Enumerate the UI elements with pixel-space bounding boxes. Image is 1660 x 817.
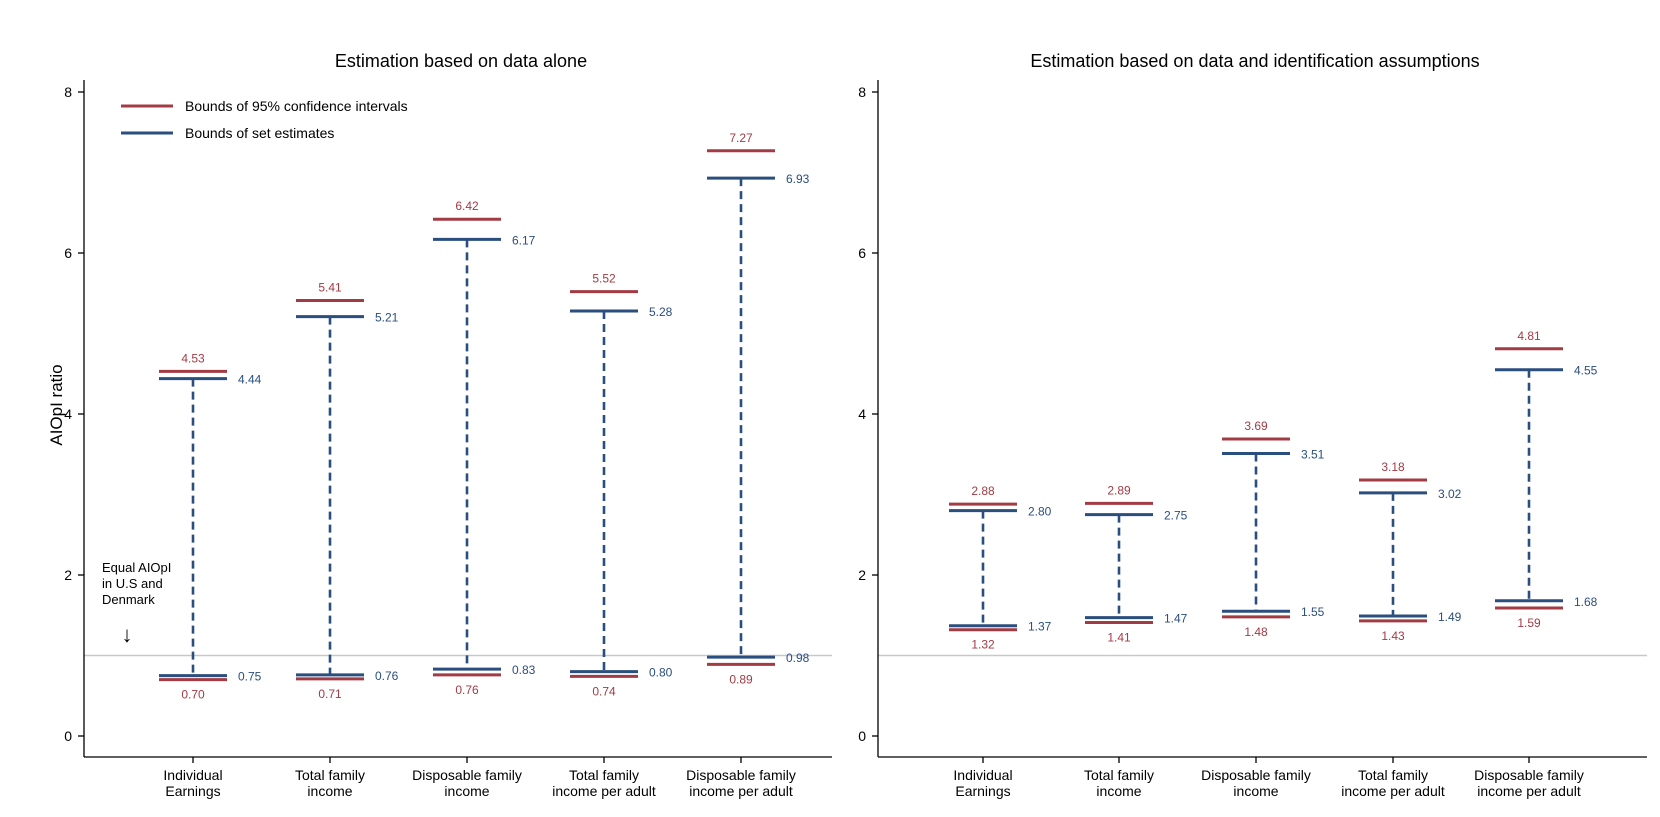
legend-ci-label: Bounds of 95% confidence intervals: [185, 98, 408, 114]
x-tick-label: Total family: [1358, 767, 1428, 783]
x-tick-label: Total family: [295, 767, 365, 783]
x-tick-label: income: [307, 783, 352, 799]
annotation-line-2: in U.S and: [102, 576, 163, 591]
ci-upper-label: 4.53: [181, 351, 205, 365]
x-tick-label: income: [1096, 783, 1141, 799]
x-tick-label: Total family: [1084, 767, 1154, 783]
ci-lower-label: 1.41: [1107, 630, 1131, 644]
x-tick-label: income per adult: [1341, 783, 1445, 799]
y-axis-label: AIOpI ratio: [47, 364, 66, 445]
y-tick-label: 6: [64, 245, 72, 261]
ci-upper-label: 5.52: [592, 272, 616, 286]
y-tick-label: 8: [64, 84, 72, 100]
x-tick-label: income per adult: [552, 783, 656, 799]
ci-upper-label: 3.18: [1381, 460, 1405, 474]
ci-upper-label: 2.89: [1107, 483, 1131, 497]
x-tick-label: Individual: [953, 767, 1012, 783]
set-lower-label: 1.55: [1301, 605, 1325, 619]
set-lower-label: 0.76: [375, 669, 399, 683]
x-tick-label: Earnings: [955, 783, 1010, 799]
down-arrow-icon: ↓: [122, 622, 133, 647]
set-lower-label: 1.49: [1438, 610, 1462, 624]
legend: Bounds of 95% confidence intervals Bound…: [121, 98, 408, 141]
y-tick-label: 4: [858, 406, 866, 422]
x-tick-label: Disposable family: [412, 767, 522, 783]
y-tick-label: 4: [64, 406, 72, 422]
x-tick-label: Individual: [163, 767, 222, 783]
set-lower-label: 1.47: [1164, 612, 1188, 626]
x-tick-label: Disposable family: [1201, 767, 1311, 783]
panel-data-alone: Estimation based on data alone AIOpI rat…: [47, 51, 832, 799]
set-upper-label: 2.75: [1164, 509, 1188, 523]
set-upper-label: 4.55: [1574, 364, 1598, 378]
set-upper-label: 2.80: [1028, 505, 1052, 519]
set-upper-label: 4.44: [238, 373, 262, 387]
set-lower-label: 0.80: [649, 666, 673, 680]
set-lower-label: 0.75: [238, 670, 262, 684]
y-tick-label: 2: [64, 567, 72, 583]
set-lower-label: 1.68: [1574, 595, 1598, 609]
x-tick-label: income: [444, 783, 489, 799]
set-lower-label: 0.98: [786, 651, 810, 665]
panel-data-and-assumptions: Estimation based on data and identificat…: [858, 51, 1647, 799]
x-tick-label: income: [1233, 783, 1278, 799]
ci-lower-label: 0.76: [455, 683, 479, 697]
annotation-line-1: Equal AIOpI: [102, 560, 171, 575]
x-tick-label: Earnings: [165, 783, 220, 799]
equality-annotation: Equal AIOpI in U.S and Denmark ↓: [102, 560, 171, 647]
set-upper-label: 6.17: [512, 233, 536, 247]
ci-lower-label: 0.70: [181, 688, 205, 702]
set-lower-label: 1.37: [1028, 620, 1052, 634]
x-tick-label: income per adult: [1477, 783, 1581, 799]
ci-upper-label: 7.27: [729, 131, 753, 145]
x-tick-label: income per adult: [689, 783, 793, 799]
ci-lower-label: 1.59: [1517, 616, 1541, 630]
ci-lower-label: 0.89: [729, 672, 753, 686]
ci-lower-label: 1.48: [1244, 625, 1268, 639]
ci-lower-label: 0.71: [318, 687, 342, 701]
ci-lower-label: 1.43: [1381, 629, 1405, 643]
chart-title: Estimation based on data and identificat…: [1030, 51, 1479, 71]
chart-title: Estimation based on data alone: [335, 51, 587, 71]
ci-upper-label: 6.42: [455, 199, 479, 213]
set-lower-label: 0.83: [512, 663, 536, 677]
x-tick-label: Disposable family: [686, 767, 796, 783]
x-tick-label: Disposable family: [1474, 767, 1584, 783]
y-tick-label: 2: [858, 567, 866, 583]
x-tick-label: Total family: [569, 767, 639, 783]
y-tick-label: 6: [858, 245, 866, 261]
set-upper-label: 6.93: [786, 172, 810, 186]
ci-upper-label: 5.41: [318, 280, 342, 294]
ci-upper-label: 2.88: [971, 484, 995, 498]
ci-upper-label: 4.81: [1517, 329, 1541, 343]
y-tick-label: 0: [858, 728, 866, 744]
ci-lower-label: 1.32: [971, 638, 995, 652]
y-tick-label: 0: [64, 728, 72, 744]
set-upper-label: 3.51: [1301, 447, 1325, 461]
legend-set-label: Bounds of set estimates: [185, 125, 334, 141]
ci-upper-label: 3.69: [1244, 419, 1268, 433]
set-upper-label: 5.28: [649, 305, 673, 319]
set-upper-label: 5.21: [375, 311, 399, 325]
set-upper-label: 3.02: [1438, 487, 1462, 501]
y-tick-label: 8: [858, 84, 866, 100]
annotation-line-3: Denmark: [102, 592, 155, 607]
ci-lower-label: 0.74: [592, 684, 616, 698]
